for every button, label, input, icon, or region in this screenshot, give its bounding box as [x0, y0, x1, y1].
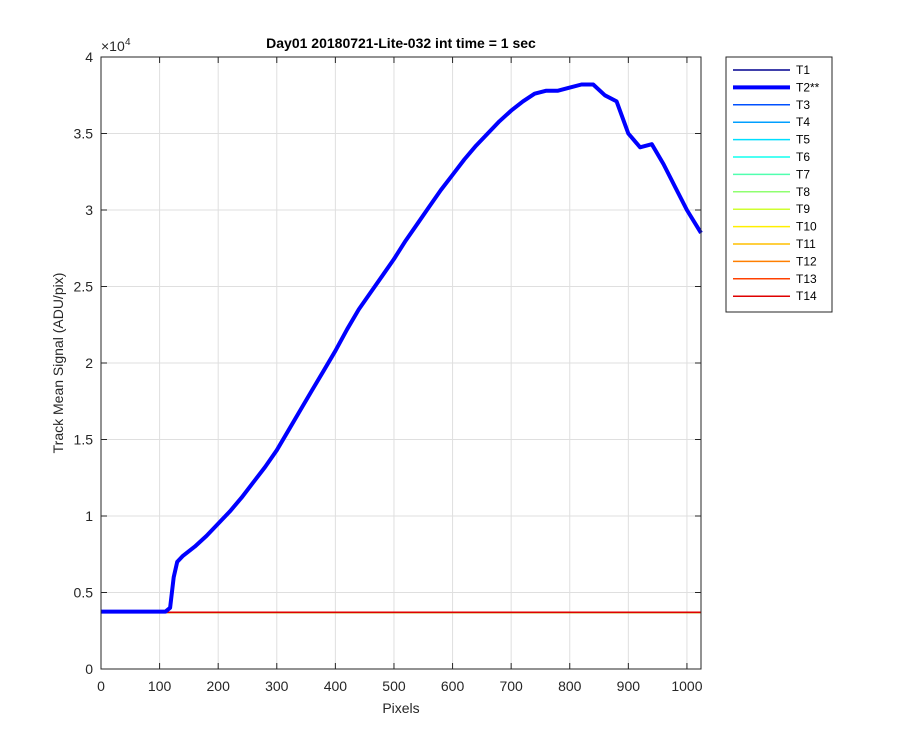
x-tick-label: 100 — [148, 678, 172, 694]
y-tick-label: 3 — [85, 202, 93, 218]
x-tick-label: 500 — [382, 678, 406, 694]
legend-entry: T6 — [796, 150, 810, 164]
legend-entry: T4 — [796, 115, 810, 129]
legend-entry: T9 — [796, 202, 810, 216]
y-exponent-base: ×10 — [101, 38, 125, 54]
grid-lines — [101, 57, 701, 669]
legend-entry: T1 — [796, 63, 810, 77]
x-tick-label: 1000 — [671, 678, 702, 694]
y-tick-label: 2 — [85, 355, 93, 371]
legend: T1 T2** T3 T4 T5 T6 T7 T8 T9 T10 T11 T12 T13 T14 — [725, 56, 833, 313]
y-tick-label: 1 — [85, 508, 93, 524]
y-tick-label: 3.5 — [74, 126, 94, 142]
legend-entry: T5 — [796, 133, 810, 147]
x-tick-label: 900 — [617, 678, 641, 694]
y-exponent: ×10 4 — [101, 37, 131, 54]
x-axis-label: Pixels — [382, 700, 419, 716]
series-lines — [101, 82, 703, 614]
y-axis-label: Track Mean Signal (ADU/pix) — [50, 273, 66, 454]
legend-entry: T7 — [796, 167, 810, 181]
legend-entry: T8 — [796, 185, 810, 199]
legend-entry: T3 — [796, 98, 810, 112]
y-exponent-power: 4 — [125, 37, 131, 48]
chart-title: Day01 20180721-Lite-032 int time = 1 sec — [266, 35, 536, 51]
x-tick-label: 400 — [324, 678, 348, 694]
legend-box — [725, 56, 833, 313]
x-tick-label: 800 — [558, 678, 582, 694]
y-tick-label: 0.5 — [74, 585, 94, 601]
legend-entry: T13 — [796, 272, 817, 286]
y-axis-ticks: 0 0.5 1 1.5 2 2.5 3 3.5 4 — [74, 49, 701, 677]
y-tick-label: 1.5 — [74, 432, 94, 448]
y-tick-label: 2.5 — [74, 279, 94, 295]
y-tick-label: 0 — [85, 661, 93, 677]
x-tick-label: 600 — [441, 678, 465, 694]
x-tick-label: 700 — [499, 678, 523, 694]
legend-entry: T14 — [796, 289, 817, 303]
x-tick-label: 200 — [207, 678, 231, 694]
legend-entry: T12 — [796, 254, 817, 268]
series-line-t2 — [101, 82, 703, 614]
x-tick-label: 300 — [265, 678, 289, 694]
legend-entry: T11 — [796, 237, 816, 251]
legend-entry: T10 — [796, 220, 817, 234]
legend-entry: T2** — [796, 80, 820, 94]
y-tick-label: 4 — [85, 49, 93, 65]
x-axis-ticks: 0 100 200 300 400 500 600 700 800 900 1000 — [97, 57, 703, 694]
x-tick-label: 0 — [97, 678, 105, 694]
